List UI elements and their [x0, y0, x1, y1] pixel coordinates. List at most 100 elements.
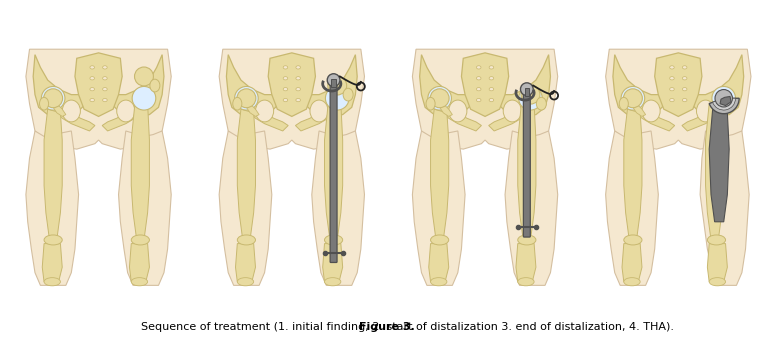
FancyBboxPatch shape — [332, 79, 335, 88]
Polygon shape — [107, 55, 164, 117]
Polygon shape — [413, 49, 558, 149]
Ellipse shape — [233, 97, 242, 110]
Ellipse shape — [150, 79, 160, 92]
Polygon shape — [33, 55, 90, 117]
Polygon shape — [44, 109, 62, 240]
Polygon shape — [518, 104, 536, 240]
Ellipse shape — [117, 100, 135, 122]
Ellipse shape — [683, 77, 687, 80]
Ellipse shape — [431, 278, 447, 286]
Ellipse shape — [619, 97, 628, 110]
Ellipse shape — [90, 88, 94, 91]
Wedge shape — [709, 98, 739, 114]
Ellipse shape — [518, 278, 534, 286]
Circle shape — [624, 89, 642, 108]
Polygon shape — [325, 104, 342, 240]
Ellipse shape — [90, 66, 94, 69]
Circle shape — [132, 86, 156, 110]
Polygon shape — [247, 106, 259, 117]
Circle shape — [234, 86, 258, 110]
Ellipse shape — [520, 83, 533, 96]
Polygon shape — [687, 55, 744, 117]
Circle shape — [135, 67, 153, 86]
Ellipse shape — [131, 278, 148, 286]
Ellipse shape — [103, 77, 107, 80]
Polygon shape — [43, 244, 62, 282]
Polygon shape — [622, 244, 642, 282]
Ellipse shape — [283, 66, 288, 69]
Ellipse shape — [296, 77, 301, 80]
Ellipse shape — [310, 100, 328, 122]
Ellipse shape — [103, 98, 107, 102]
Ellipse shape — [476, 98, 481, 102]
Ellipse shape — [683, 88, 687, 91]
FancyBboxPatch shape — [330, 85, 337, 262]
Polygon shape — [700, 131, 749, 285]
Ellipse shape — [669, 77, 674, 80]
Ellipse shape — [296, 88, 301, 91]
Polygon shape — [220, 49, 365, 149]
Polygon shape — [268, 53, 315, 117]
Ellipse shape — [90, 98, 94, 102]
Polygon shape — [220, 131, 272, 285]
Circle shape — [519, 86, 543, 110]
Ellipse shape — [103, 88, 107, 91]
Ellipse shape — [489, 88, 494, 91]
Ellipse shape — [489, 66, 494, 69]
Polygon shape — [129, 244, 149, 282]
Ellipse shape — [255, 100, 274, 122]
Ellipse shape — [283, 88, 288, 91]
Polygon shape — [413, 131, 465, 285]
Ellipse shape — [327, 74, 340, 86]
Polygon shape — [706, 104, 724, 240]
Polygon shape — [655, 53, 702, 117]
Polygon shape — [606, 131, 659, 285]
FancyBboxPatch shape — [523, 94, 530, 237]
Ellipse shape — [325, 235, 342, 245]
Polygon shape — [250, 109, 288, 131]
Polygon shape — [236, 244, 256, 282]
Circle shape — [712, 86, 736, 110]
Polygon shape — [494, 55, 550, 117]
Polygon shape — [633, 106, 645, 117]
Circle shape — [41, 86, 65, 110]
Ellipse shape — [683, 66, 687, 69]
Ellipse shape — [476, 88, 481, 91]
Ellipse shape — [44, 278, 60, 286]
Ellipse shape — [296, 66, 301, 69]
Text: Sequence of treatment (1. initial finding, 2. start of distalization 3. end of d: Sequence of treatment (1. initial findin… — [99, 322, 674, 332]
Ellipse shape — [669, 66, 674, 69]
Ellipse shape — [503, 100, 522, 122]
Polygon shape — [443, 109, 482, 131]
Polygon shape — [237, 109, 256, 240]
Ellipse shape — [103, 66, 107, 69]
Polygon shape — [312, 131, 365, 285]
Text: Figure 3.: Figure 3. — [359, 322, 414, 332]
Circle shape — [431, 89, 449, 108]
Ellipse shape — [669, 88, 674, 91]
Ellipse shape — [669, 98, 674, 102]
Polygon shape — [516, 244, 536, 282]
Ellipse shape — [39, 97, 49, 110]
Polygon shape — [489, 109, 527, 131]
Polygon shape — [682, 109, 720, 131]
Ellipse shape — [489, 98, 494, 102]
Polygon shape — [75, 53, 122, 117]
Ellipse shape — [90, 77, 94, 80]
Polygon shape — [26, 131, 79, 285]
Circle shape — [328, 76, 346, 95]
Polygon shape — [118, 131, 172, 285]
Ellipse shape — [518, 235, 536, 245]
Ellipse shape — [62, 100, 80, 122]
Polygon shape — [606, 49, 751, 149]
Ellipse shape — [296, 98, 301, 102]
FancyBboxPatch shape — [525, 88, 529, 97]
Polygon shape — [440, 106, 452, 117]
Polygon shape — [226, 55, 283, 117]
Ellipse shape — [325, 278, 341, 286]
Ellipse shape — [476, 66, 481, 69]
Ellipse shape — [683, 98, 687, 102]
Polygon shape — [420, 55, 476, 117]
Ellipse shape — [642, 100, 660, 122]
Ellipse shape — [237, 278, 254, 286]
